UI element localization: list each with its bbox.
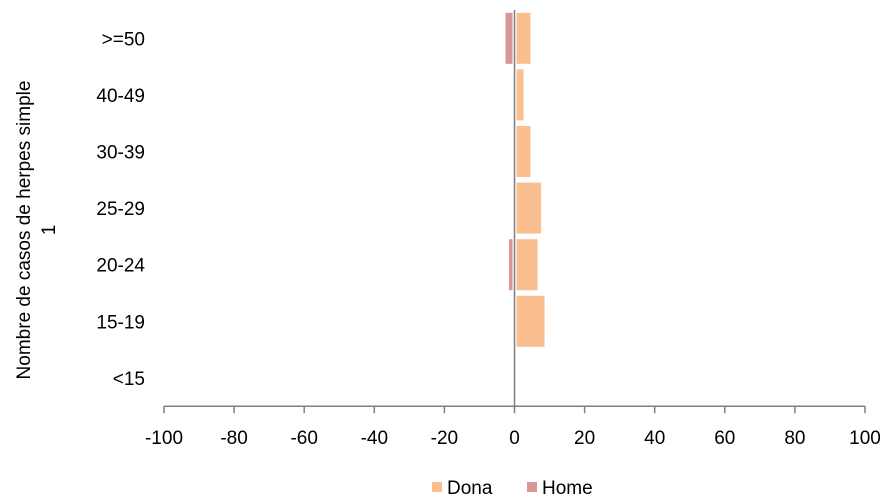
bar-dona [516, 182, 542, 234]
bar-dona [516, 239, 538, 291]
x-tick-label: 40 [644, 428, 665, 449]
y-axis-title: Nombre de casos de herpes simple 1 [14, 81, 60, 380]
bar-home [505, 12, 513, 64]
x-tick-label: 60 [714, 428, 735, 449]
bar-dona [516, 69, 524, 121]
x-tick-label: 0 [509, 428, 520, 449]
category-label: >=50 [102, 29, 145, 50]
bar-home [508, 239, 513, 291]
axes [163, 10, 866, 414]
legend: Dona Home [432, 478, 593, 499]
category-label: 20-24 [96, 256, 145, 277]
legend-label-dona: Dona [447, 478, 493, 499]
x-tick-label: -100 [145, 428, 183, 449]
bars [505, 12, 545, 347]
x-tick-labels: -100 -80 -60 -40 -20 0 20 40 60 80 100 [145, 428, 881, 449]
x-tick-label: -60 [290, 428, 317, 449]
category-label: 40-49 [96, 86, 145, 107]
category-labels: >=50 40-49 30-39 25-29 20-24 15-19 <15 [96, 29, 145, 390]
x-tick-label: 80 [784, 428, 805, 449]
legend-label-home: Home [542, 478, 593, 499]
category-label: 30-39 [96, 143, 145, 164]
x-tick-label: 100 [849, 428, 881, 449]
legend-swatch-dona [432, 482, 442, 492]
category-label: <15 [113, 369, 145, 390]
x-tick-label: -20 [431, 428, 458, 449]
y-axis-title-line-1: Nombre de casos de herpes simple [14, 81, 35, 380]
category-label: 25-29 [96, 199, 145, 220]
y-axis-title-line-2: 1 [39, 225, 60, 236]
x-tick-label: 20 [574, 428, 595, 449]
category-label: 15-19 [96, 312, 145, 333]
bar-dona [516, 295, 545, 347]
x-tick-label: -40 [361, 428, 388, 449]
legend-swatch-home [527, 482, 537, 492]
bar-dona [516, 126, 531, 177]
x-tick-label: -80 [220, 428, 247, 449]
bar-dona [516, 12, 531, 64]
